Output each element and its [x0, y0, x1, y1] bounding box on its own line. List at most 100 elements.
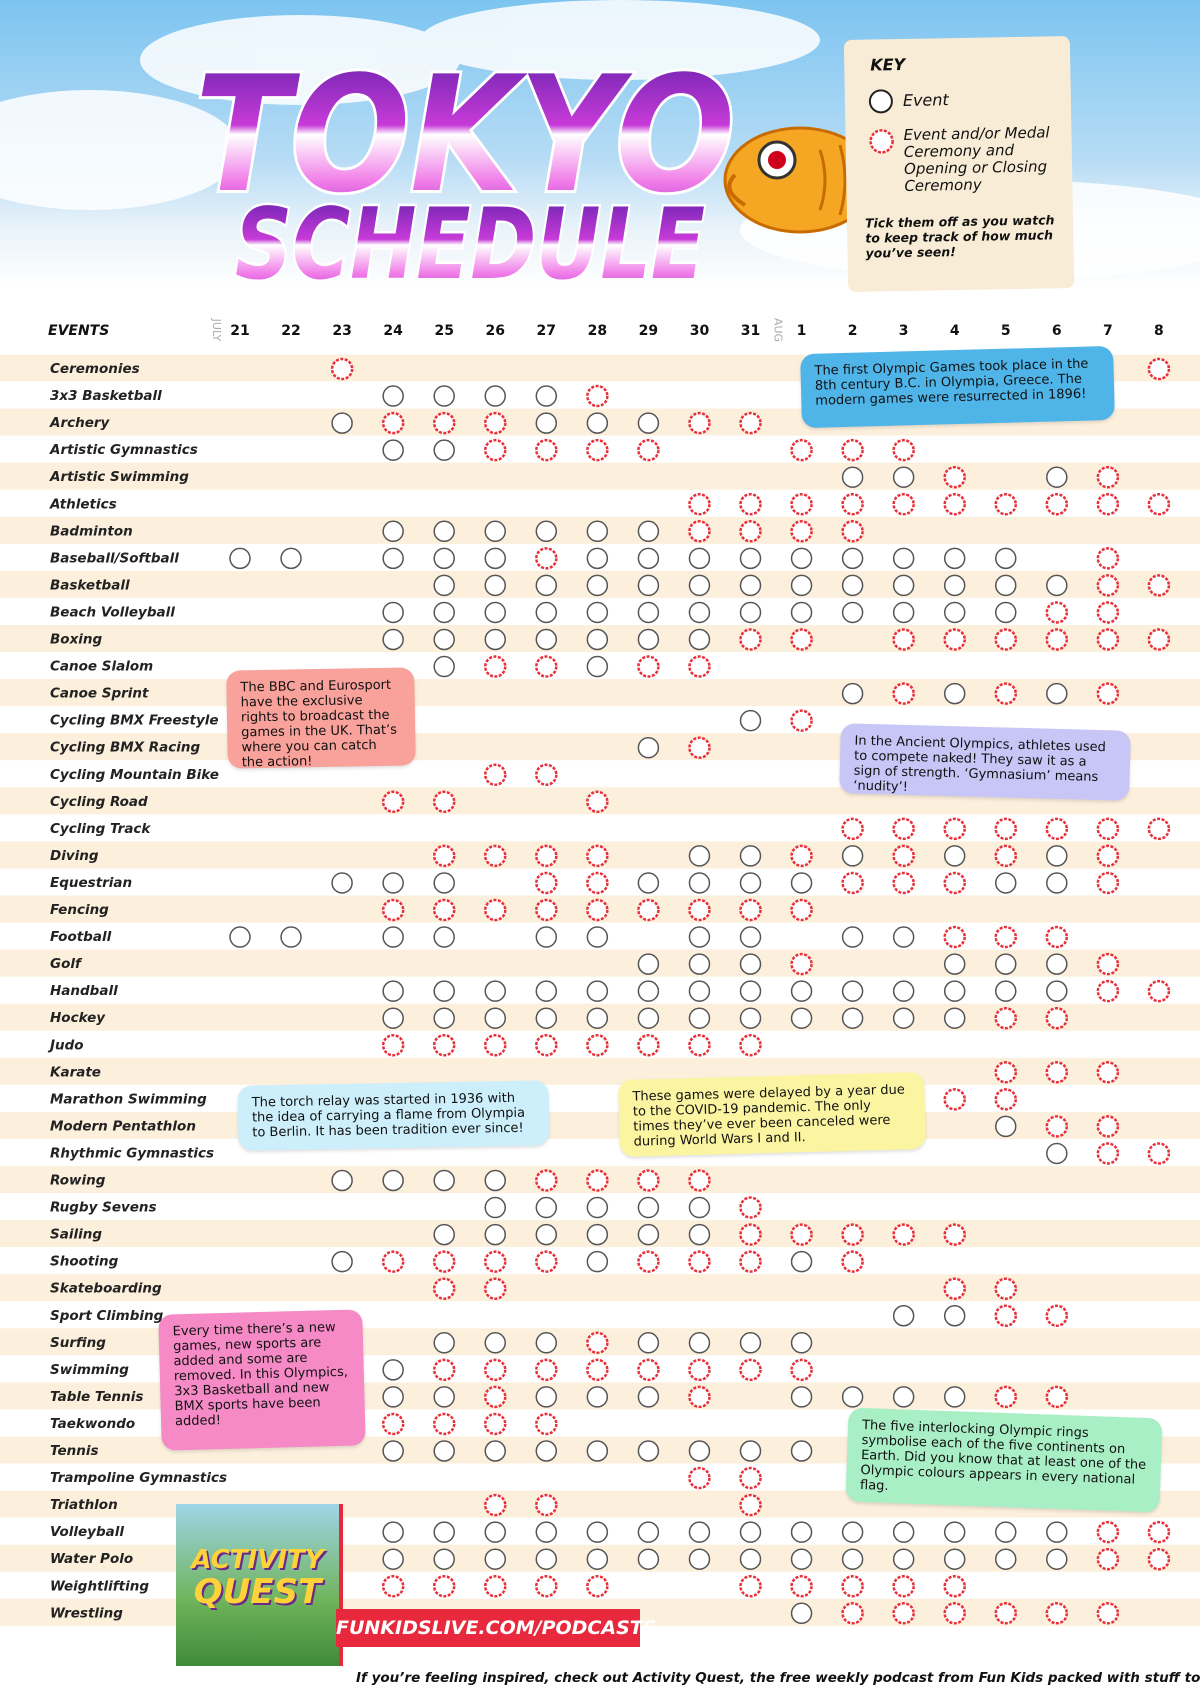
- event-circle: [637, 980, 660, 1002]
- event-circle: [382, 926, 404, 948]
- key-title: KEY: [870, 54, 906, 75]
- event-circle: [790, 1602, 813, 1625]
- event-circle: [586, 1386, 609, 1408]
- event-circle: [637, 1007, 660, 1029]
- event-name: Diving: [50, 848, 99, 864]
- medal-circle: [790, 1575, 813, 1598]
- event-circle: [637, 1223, 660, 1246]
- event-circle: [637, 1440, 660, 1462]
- event-circle: [688, 845, 711, 867]
- event-circle: [535, 412, 558, 434]
- event-circle: [484, 1196, 506, 1219]
- event-circle: [739, 547, 762, 570]
- medal-circle: [381, 1575, 405, 1598]
- event-circle: [995, 601, 1017, 624]
- medal-circle: [1045, 1006, 1069, 1030]
- medal-circle: [637, 1358, 660, 1382]
- podcast-cover: ACTIVITY QUEST: [176, 1504, 343, 1666]
- event-circle: [739, 953, 762, 975]
- event-circle: [637, 1386, 660, 1408]
- event-circle: [739, 872, 762, 894]
- event-circle: [892, 547, 915, 570]
- event-circle: [382, 1548, 404, 1570]
- medal-circle: [841, 1602, 864, 1625]
- medal-circle: [1045, 601, 1069, 624]
- medal-circle: [892, 628, 915, 651]
- event-circle: [535, 1386, 558, 1408]
- event-circle: [484, 601, 506, 624]
- event-circle: [484, 547, 506, 570]
- key-item: Event: [902, 90, 949, 110]
- medal-circle: [1096, 1602, 1120, 1625]
- medal-circle: [586, 1358, 609, 1382]
- event-circle: [637, 953, 660, 975]
- event-name: Skateboarding: [50, 1281, 162, 1297]
- event-name: Karate: [50, 1064, 101, 1080]
- event-circle: [433, 439, 455, 461]
- medal-circle: [943, 1223, 966, 1246]
- event-circle: [484, 1521, 506, 1543]
- medal-circle: [586, 438, 609, 462]
- event-circle: [943, 1007, 966, 1029]
- event-circle: [331, 872, 353, 894]
- medal-circle: [1045, 925, 1069, 949]
- medal-circle: [790, 952, 813, 976]
- medal-circle: [892, 817, 915, 841]
- medal-circle: [739, 1358, 762, 1382]
- event-circle: [331, 412, 353, 434]
- medal-circle: [892, 844, 915, 868]
- event-circle: [484, 520, 506, 543]
- medal-circle: [790, 493, 813, 516]
- medal-circle: [381, 790, 405, 814]
- event-circle: [841, 601, 864, 624]
- event-circle: [1046, 682, 1068, 705]
- event-circle: [433, 655, 455, 678]
- event-circle: [943, 601, 966, 624]
- event-circle: [739, 1007, 762, 1029]
- event-circle: [637, 1332, 660, 1354]
- row-stripe: [0, 1057, 1200, 1085]
- event-circle: [535, 385, 558, 407]
- medal-circle: [1147, 1520, 1171, 1544]
- event-circle: [943, 1386, 966, 1408]
- medal-circle: [739, 1250, 762, 1273]
- day-label: 25: [434, 323, 453, 339]
- event-circle: [841, 1007, 864, 1029]
- medal-circle: [535, 1575, 558, 1598]
- event-circle: [535, 1521, 558, 1543]
- event-circle: [739, 980, 762, 1002]
- event-circle: [1046, 1521, 1068, 1543]
- event-circle: [841, 926, 864, 948]
- podcast-url[interactable]: FUNKIDSLIVE.COM/PODCASTS: [336, 1609, 656, 1647]
- medal-circle: [1096, 817, 1120, 841]
- event-name: Athletics: [49, 496, 117, 512]
- event-circle: [535, 1332, 558, 1354]
- event-name: Cycling Mountain Bike: [50, 767, 219, 783]
- event-circle: [433, 1007, 455, 1029]
- event-circle: [484, 1332, 506, 1354]
- medal-circle: [994, 844, 1017, 868]
- event-circle: [433, 547, 455, 570]
- event-name: Artistic Gymnastics: [49, 442, 198, 458]
- event-circle: [841, 574, 864, 597]
- medal-circle: [637, 655, 660, 678]
- medal-circle: [432, 844, 456, 868]
- day-label: 23: [332, 323, 351, 339]
- fish-illustration: [723, 126, 877, 234]
- event-circle: [382, 1521, 404, 1543]
- event-circle: [535, 1196, 558, 1219]
- event-circle: [841, 1548, 864, 1570]
- medal-circle: [739, 1493, 762, 1517]
- event-circle: [586, 1007, 609, 1029]
- event-circle: [637, 1548, 660, 1570]
- event-circle: [586, 1548, 609, 1570]
- row-stripe: [0, 679, 1200, 707]
- event-circle: [688, 926, 711, 948]
- event-circle: [688, 1521, 711, 1543]
- medal-circle: [586, 898, 609, 922]
- event-circle: [433, 1440, 455, 1462]
- event-name: Judo: [47, 1037, 84, 1053]
- event-circle: [586, 926, 609, 948]
- day-label: 26: [486, 323, 505, 339]
- event-circle: [280, 547, 302, 570]
